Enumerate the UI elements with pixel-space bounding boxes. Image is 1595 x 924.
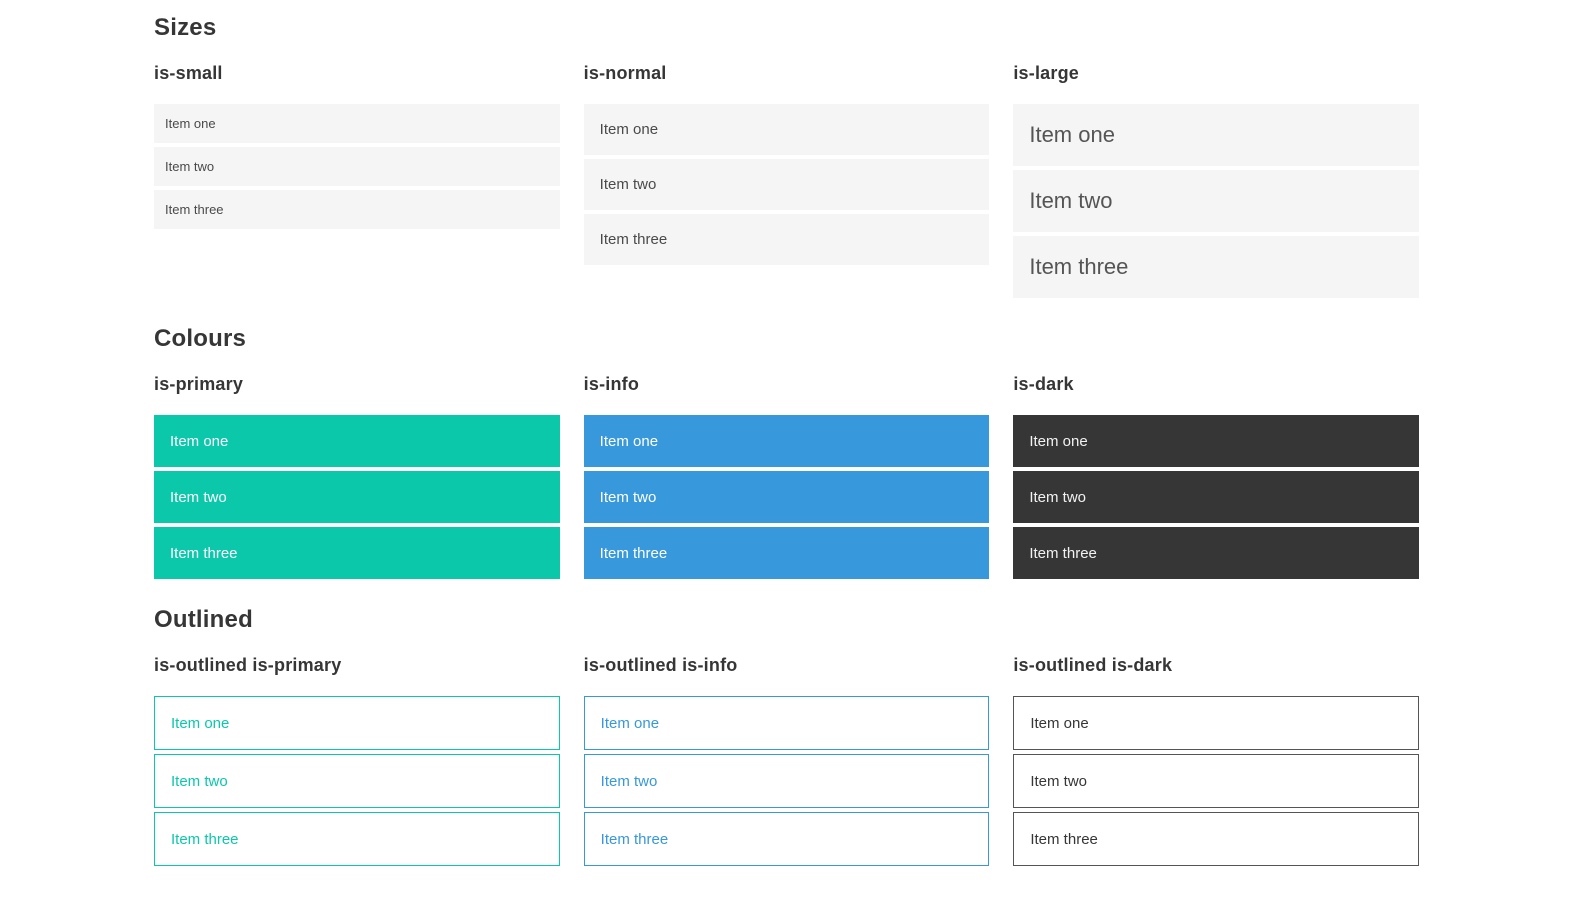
list-color-dark: Item one Item two Item three bbox=[1013, 415, 1420, 579]
list-color-primary: Item one Item two Item three bbox=[154, 415, 560, 579]
section-title: Outlined bbox=[154, 606, 253, 633]
group-label: is-small bbox=[154, 63, 223, 83]
list-item[interactable]: Item one bbox=[1013, 696, 1420, 750]
group-label: is-outlined is-dark bbox=[1013, 655, 1173, 675]
section-sizes: Sizes is-small Item one Item two Item three i… bbox=[154, 13, 1420, 298]
list-outlined-dark: Item one Item two Item three bbox=[1013, 696, 1420, 866]
list-size-normal: Item one Item two Item three bbox=[583, 104, 990, 265]
group-size-large: is-large Item one Item two Item three bbox=[1013, 62, 1420, 298]
group-outlined-info: is-outlined is-info Item one Item two Item … bbox=[583, 654, 990, 866]
group-label: is-normal bbox=[583, 63, 667, 83]
list-item[interactable]: Item one bbox=[1013, 415, 1420, 467]
group-label: is-dark bbox=[1013, 374, 1074, 394]
section-title: Sizes bbox=[154, 14, 217, 41]
list-item[interactable]: Item one bbox=[583, 696, 990, 750]
list-item[interactable]: Item three bbox=[1013, 527, 1420, 579]
list-item[interactable]: Item two bbox=[583, 754, 990, 808]
group-outlined-primary: is-outlined is-primary Item one Item two It… bbox=[154, 654, 560, 866]
list-item[interactable]: Item three bbox=[154, 190, 560, 229]
section-columns: is-outlined is-primary Item one Item two It… bbox=[154, 654, 1420, 866]
list-item[interactable]: Item two bbox=[154, 147, 560, 186]
list-item[interactable]: Item two bbox=[583, 159, 990, 210]
list-item[interactable]: Item three bbox=[154, 812, 560, 866]
list-item[interactable]: Item three bbox=[154, 527, 560, 579]
list-item[interactable]: Item one bbox=[583, 104, 990, 155]
list-item[interactable]: Item three bbox=[1013, 236, 1420, 298]
group-label: is-large bbox=[1013, 63, 1079, 83]
group-color-primary: is-primary Item one Item two Item three bbox=[154, 373, 560, 579]
list-item[interactable]: Item one bbox=[583, 415, 990, 467]
section-title: Colours bbox=[154, 325, 247, 352]
list-item[interactable]: Item two bbox=[154, 471, 560, 523]
list-size-large: Item one Item two Item three bbox=[1013, 104, 1420, 298]
section-columns: is-small Item one Item two Item three is-nor… bbox=[154, 62, 1420, 298]
list-color-info: Item one Item two Item three bbox=[583, 415, 990, 579]
group-color-dark: is-dark Item one Item two Item three bbox=[1013, 373, 1420, 579]
group-size-small: is-small Item one Item two Item three bbox=[154, 62, 560, 298]
group-label: is-info bbox=[583, 374, 640, 394]
group-label: is-outlined is-info bbox=[583, 655, 738, 675]
group-outlined-dark: is-outlined is-dark Item one Item two Item … bbox=[1013, 654, 1420, 866]
section-colours: Colours is-primary Item one Item two Item th… bbox=[154, 324, 1420, 579]
list-item[interactable]: Item three bbox=[583, 812, 990, 866]
list-item[interactable]: Item three bbox=[583, 527, 990, 579]
list-item[interactable]: Item two bbox=[1013, 170, 1420, 232]
list-item[interactable]: Item one bbox=[1013, 104, 1420, 166]
group-label: is-outlined is-primary bbox=[154, 655, 342, 675]
list-item[interactable]: Item one bbox=[154, 415, 560, 467]
list-item[interactable]: Item three bbox=[583, 214, 990, 265]
list-item[interactable]: Item one bbox=[154, 104, 560, 143]
group-color-info: is-info Item one Item two Item three bbox=[583, 373, 990, 579]
group-label: is-primary bbox=[154, 374, 244, 394]
section-outlined: Outlined is-outlined is-primary Item one It… bbox=[154, 605, 1420, 866]
list-item[interactable]: Item two bbox=[1013, 754, 1420, 808]
list-outlined-primary: Item one Item two Item three bbox=[154, 696, 560, 866]
list-outlined-info: Item one Item two Item three bbox=[583, 696, 990, 866]
list-size-small: Item one Item two Item three bbox=[154, 104, 560, 229]
list-item[interactable]: Item two bbox=[154, 754, 560, 808]
list-item[interactable]: Item two bbox=[583, 471, 990, 523]
list-item[interactable]: Item two bbox=[1013, 471, 1420, 523]
list-item[interactable]: Item three bbox=[1013, 812, 1420, 866]
group-size-normal: is-normal Item one Item two Item three bbox=[583, 62, 990, 298]
section-columns: is-primary Item one Item two Item three is-i… bbox=[154, 373, 1420, 579]
list-item[interactable]: Item one bbox=[154, 696, 560, 750]
